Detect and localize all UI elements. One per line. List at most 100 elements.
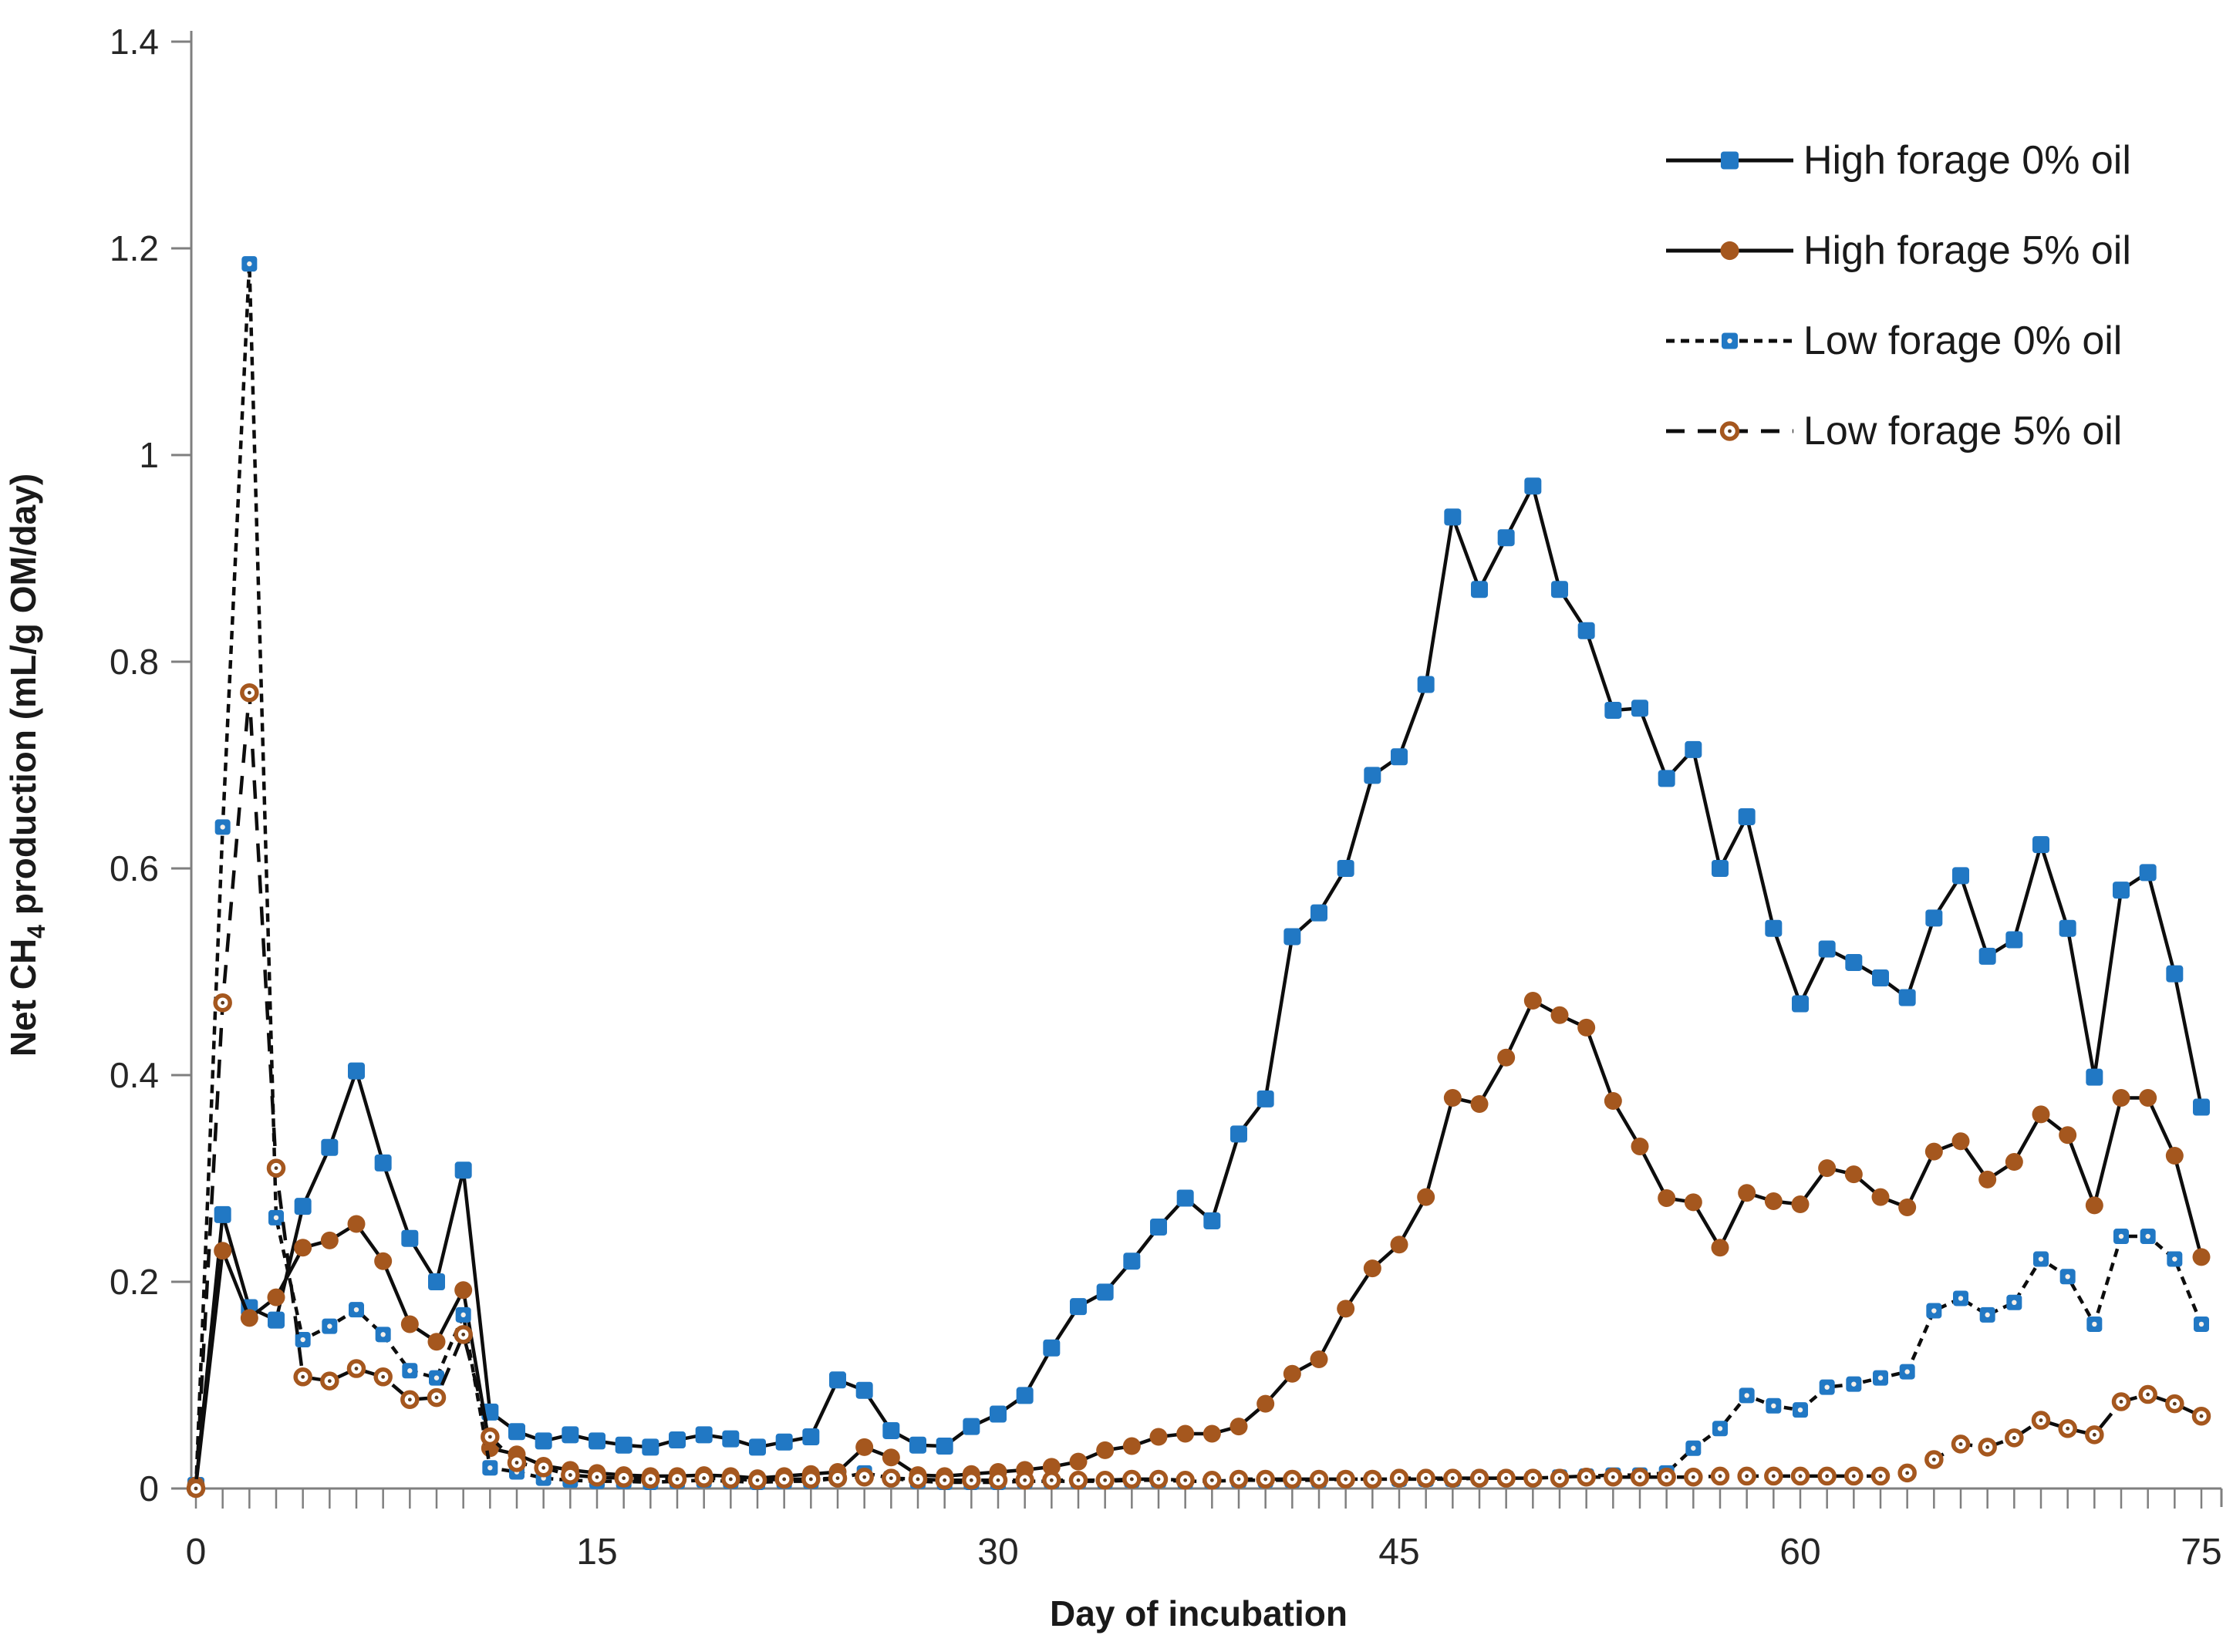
data-point-ring-center <box>1477 1476 1482 1480</box>
data-point-ring-center <box>1958 1441 1963 1446</box>
data-point-ring-center <box>274 1166 278 1170</box>
y-tick-label: 1.2 <box>110 228 159 268</box>
data-point-ring-center <box>487 1435 492 1439</box>
data-point-square <box>2139 864 2157 882</box>
data-point-ring-center <box>1344 1477 1348 1482</box>
data-point-circle <box>1390 1236 1408 1254</box>
data-point-square <box>749 1438 766 1456</box>
data-point-ring-center <box>1236 1477 1241 1482</box>
data-point-square <box>1391 748 1408 766</box>
data-point-circle <box>1069 1452 1088 1471</box>
data-point-ring-center <box>595 1475 599 1479</box>
data-point-square <box>963 1418 980 1435</box>
data-point-circle <box>1871 1188 1890 1206</box>
data-point-circle <box>374 1252 393 1270</box>
data-point-square-dot-center <box>1744 1393 1749 1398</box>
data-point-ring-center <box>1638 1475 1642 1479</box>
data-point-ring-center <box>194 1486 198 1491</box>
data-point-square <box>214 1205 231 1223</box>
data-point-ring-center <box>996 1478 1000 1482</box>
data-point-square <box>1256 1090 1274 1108</box>
data-point-square <box>428 1273 445 1290</box>
legend-entry-lf5: Low forage 5% oil <box>1666 409 2122 453</box>
data-point-square <box>802 1428 820 1445</box>
data-point-square-dot-center <box>353 1306 359 1313</box>
data-point-square <box>1096 1283 1114 1301</box>
data-point-square <box>401 1229 419 1247</box>
data-point-square <box>1150 1218 1167 1236</box>
data-point-square-dot-center <box>1717 1426 1723 1431</box>
data-point-circle <box>2085 1196 2103 1215</box>
data-point-circle <box>1711 1239 1729 1257</box>
data-point-ring-center <box>1103 1478 1108 1482</box>
data-point-circle <box>1764 1192 1783 1210</box>
data-point-square-dot-center <box>1771 1403 1776 1409</box>
data-point-circle <box>1791 1195 1810 1213</box>
series-line-lf0 <box>194 261 2204 1489</box>
data-point-ring-center <box>916 1477 920 1482</box>
x-tick-label: 60 <box>1779 1532 1820 1573</box>
data-point-ring-center <box>1878 1474 1883 1478</box>
data-point-square <box>562 1426 579 1444</box>
data-point-square-dot-center <box>460 1312 466 1318</box>
data-point-circle <box>1631 1137 1649 1155</box>
legend-entry-hf5: High forage 5% oil <box>1666 228 2131 273</box>
data-point-circle <box>2112 1088 2130 1107</box>
data-point-ring-center <box>2066 1426 2070 1431</box>
data-point-square <box>2086 1068 2103 1086</box>
data-point-ring-center <box>1530 1476 1535 1480</box>
data-point-square <box>454 1161 472 1179</box>
data-point-square <box>990 1405 1007 1423</box>
data-point-square <box>2193 1098 2210 1116</box>
data-point-square <box>1685 740 1702 758</box>
data-point-square <box>508 1423 525 1441</box>
data-point-square <box>1577 622 1595 639</box>
data-point-circle <box>454 1281 473 1300</box>
data-point-circle <box>320 1231 339 1249</box>
series-line-hf5 <box>194 999 2204 1486</box>
data-point-square-dot-center <box>2092 1321 2097 1327</box>
data-point-ring-center <box>1985 1445 1990 1449</box>
data-point-ring-center <box>1049 1478 1054 1482</box>
y-tick-label: 0.8 <box>110 642 159 682</box>
data-point-ring-center <box>1424 1476 1429 1480</box>
y-tick-label: 1.4 <box>110 22 159 62</box>
data-point-square <box>1631 700 1648 717</box>
data-point-circle <box>1898 1199 1917 1217</box>
data-point-square <box>1872 969 1889 987</box>
x-tick-label: 30 <box>977 1532 1018 1573</box>
data-point-square-dot-center <box>300 1337 305 1343</box>
data-point-ring-center <box>969 1478 973 1482</box>
data-point-square <box>1310 904 1327 922</box>
series-hf0 <box>187 477 2210 1494</box>
legend-label: High forage 0% oil <box>1803 138 2131 183</box>
data-point-square-dot-center <box>327 1323 332 1329</box>
data-point-square-dot-center <box>1985 1312 1990 1318</box>
data-point-ring-center <box>1076 1478 1081 1482</box>
data-point-circle <box>347 1215 366 1233</box>
data-point-circle <box>1363 1259 1381 1278</box>
data-point-square <box>1818 940 1836 958</box>
data-point-circle <box>1951 1132 1970 1151</box>
data-point-square <box>1444 508 1462 526</box>
data-point-square <box>1176 1189 1194 1207</box>
data-point-circle <box>2192 1248 2211 1266</box>
data-point-ring-center <box>1290 1477 1294 1482</box>
data-point-square <box>348 1062 365 1080</box>
data-point-ring-center <box>862 1475 867 1479</box>
data-point-square <box>2113 882 2130 899</box>
data-point-ring-center <box>407 1397 412 1402</box>
data-point-ring-center <box>889 1476 893 1480</box>
data-point-square-dot-center <box>273 1215 279 1221</box>
legend-entry-lf0: Low forage 0% oil <box>1666 319 2122 363</box>
data-point-circle <box>1176 1424 1195 1443</box>
data-point-circle <box>240 1309 258 1327</box>
data-point-ring-center <box>1691 1475 1695 1479</box>
data-point-ring-center <box>1317 1477 1321 1482</box>
data-point-square <box>1765 919 1783 937</box>
data-point-circle <box>1658 1188 1676 1207</box>
data-point-square-dot-center <box>1931 1308 1937 1313</box>
data-point-circle <box>1684 1193 1702 1212</box>
data-point-ring-center <box>1557 1476 1562 1480</box>
data-point-square <box>882 1421 900 1439</box>
